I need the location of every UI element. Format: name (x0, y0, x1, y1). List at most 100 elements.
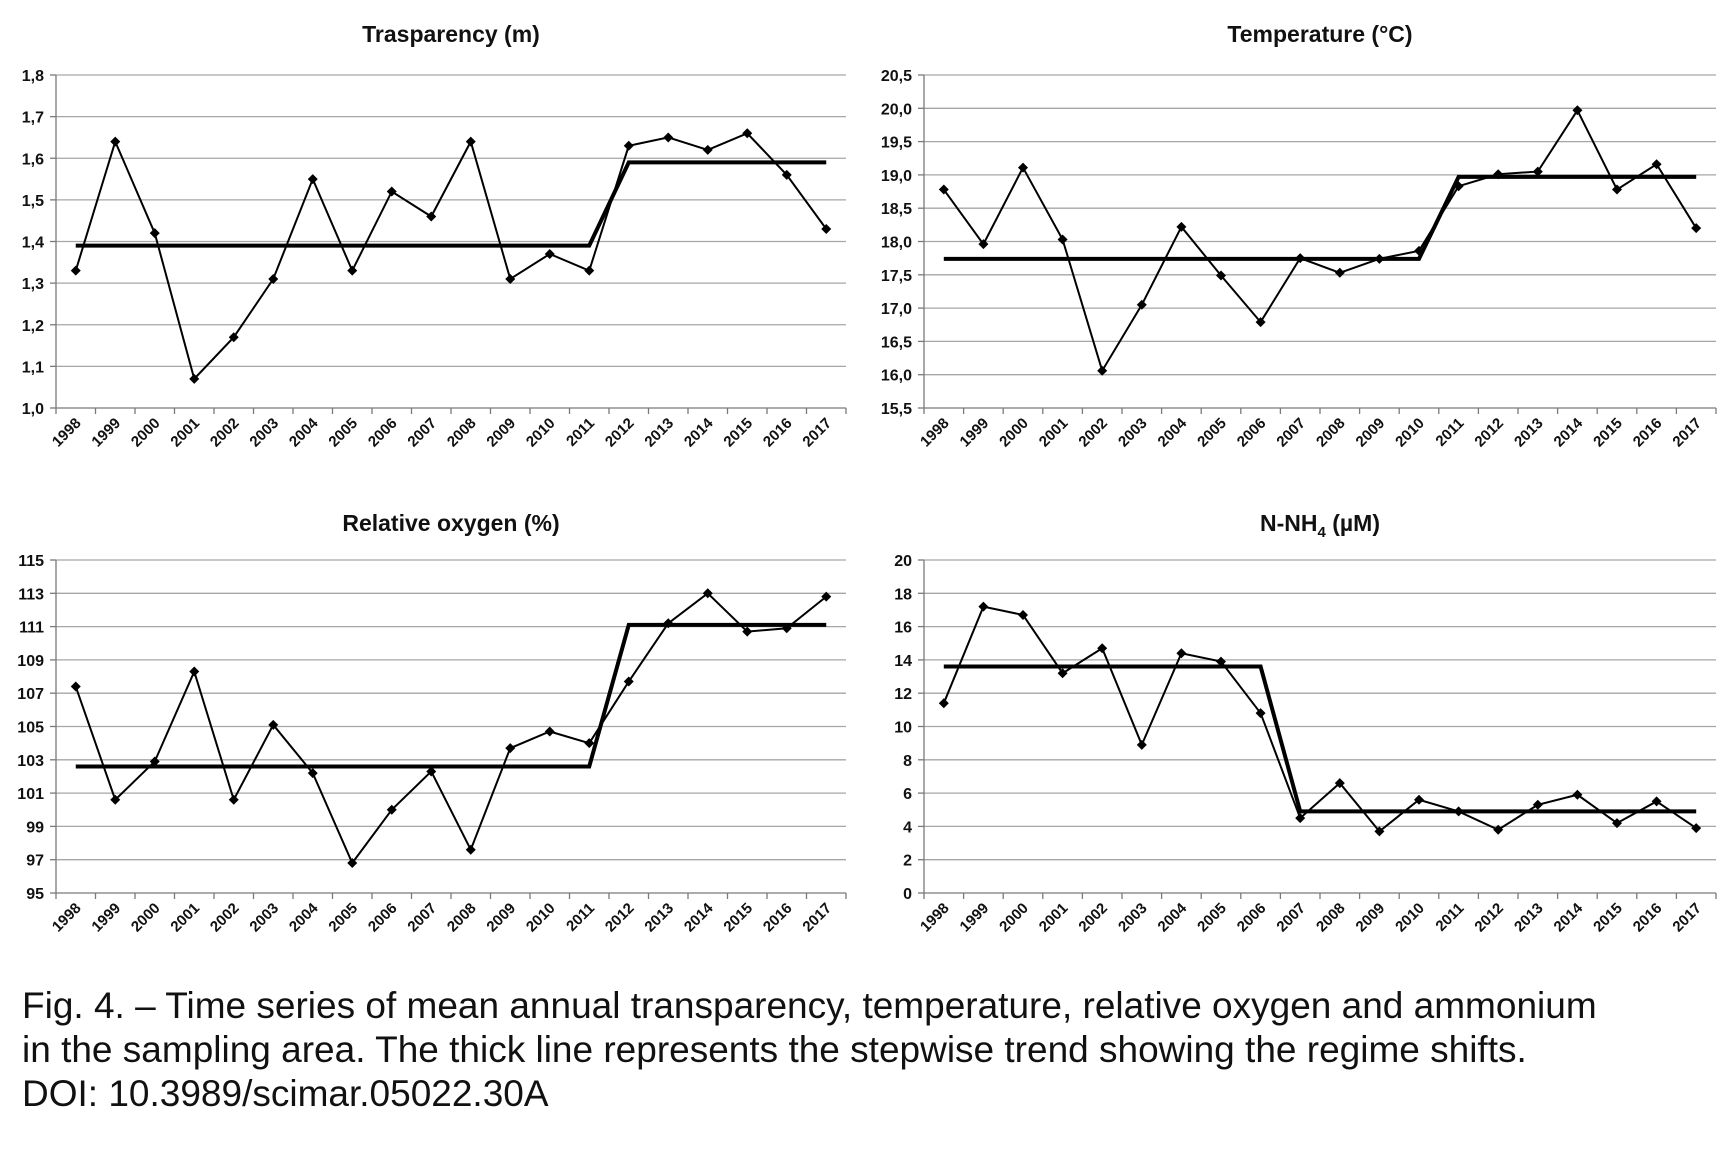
chart-title: Relative oxygen (%) (342, 510, 559, 536)
x-tick-label: 2017 (799, 415, 835, 451)
x-tick-label: 2001 (1036, 415, 1072, 451)
data-point-marker (1295, 813, 1306, 824)
y-tick-label: 16,5 (881, 334, 912, 351)
x-tick-label: 2012 (602, 415, 638, 451)
data-point-marker (189, 666, 200, 677)
x-tick-label: 2003 (1115, 415, 1151, 451)
x-tick-label: 2004 (1155, 899, 1191, 935)
data-point-marker (1532, 799, 1543, 810)
y-tick-label: 17,5 (881, 268, 912, 285)
data-point-marker (1453, 806, 1464, 817)
y-tick-label: 12 (894, 686, 912, 703)
data-point-marker (1255, 317, 1266, 328)
y-tick-label: 115 (18, 553, 44, 570)
data-point-marker (465, 136, 476, 147)
y-tick-label: 105 (17, 720, 44, 737)
x-tick-label: 2017 (1669, 900, 1705, 936)
y-tick-label: 111 (19, 620, 44, 637)
x-tick-label: 2000 (128, 900, 164, 936)
data-point-marker (1374, 253, 1385, 264)
x-tick-label: 1998 (49, 415, 85, 451)
x-tick-label: 2015 (1590, 900, 1626, 936)
x-tick-label: 2007 (404, 900, 440, 936)
series-line-observed (942, 108, 1698, 374)
series-line-stepwise-trend (943, 664, 1697, 814)
data-point-marker (386, 186, 397, 197)
y-tick-label: 109 (17, 653, 44, 670)
x-tick-label: 1999 (957, 415, 993, 451)
data-point-marker (1374, 826, 1385, 837)
data-point-marker (1651, 796, 1662, 807)
data-point-marker (544, 248, 555, 259)
x-tick-label: 2003 (1115, 900, 1151, 936)
x-tick-label: 2002 (1075, 900, 1111, 936)
x-tick-label: 2005 (325, 900, 361, 936)
y-tick-label: 16,0 (881, 368, 912, 385)
x-tick-label: 2016 (760, 900, 796, 936)
y-tick-label: 8 (903, 753, 912, 770)
data-point-marker (110, 794, 121, 805)
data-point-marker (307, 768, 318, 779)
data-point-marker (1176, 648, 1187, 659)
data-point-marker (149, 756, 160, 767)
x-tick-label: 2004 (286, 899, 322, 935)
x-tick-label: 2001 (167, 900, 203, 936)
series-line-observed (74, 591, 827, 866)
x-tick-label: 2003 (246, 900, 282, 936)
y-tick-label: 20,0 (881, 101, 912, 118)
y-tick-label: 99 (26, 819, 44, 836)
x-tick-label: 1998 (49, 900, 85, 936)
x-tick-label: 2006 (1234, 900, 1270, 936)
x-tick-label: 2007 (1273, 900, 1309, 936)
y-tick-label: 95 (26, 886, 44, 903)
x-tick-label: 2001 (1036, 900, 1072, 936)
data-point-marker (1097, 643, 1108, 654)
x-tick-label: 2011 (563, 900, 598, 935)
x-tick-label: 2013 (641, 415, 677, 451)
data-point-marker (1493, 169, 1504, 180)
data-point-marker (505, 743, 516, 754)
data-point-marker (1334, 267, 1345, 278)
x-tick-label: 2010 (523, 900, 559, 936)
x-tick-label: 2011 (1432, 900, 1467, 935)
data-point-marker (1453, 181, 1464, 192)
y-tick-label: 14 (894, 653, 912, 670)
x-tick-label: 2008 (1313, 900, 1349, 936)
data-point-marker (584, 738, 595, 749)
data-point-marker (149, 228, 160, 239)
data-point-marker (1216, 656, 1226, 667)
y-tick-label: 6 (903, 786, 912, 803)
data-point-marker (938, 184, 949, 195)
chart-title: Trasparency (m) (362, 21, 540, 47)
data-point-marker (70, 265, 81, 276)
x-tick-label: 2012 (1471, 900, 1507, 936)
x-tick-label: 2013 (1511, 900, 1547, 936)
data-point-marker (1651, 159, 1662, 170)
data-point-marker (347, 265, 358, 276)
x-tick-label: 2003 (246, 415, 282, 451)
data-point-marker (426, 766, 437, 777)
x-tick-label: 2012 (602, 900, 638, 936)
x-tick-label: 2008 (444, 900, 480, 936)
x-tick-label: 2002 (207, 415, 243, 451)
x-tick-label: 2015 (1590, 415, 1626, 451)
chart-title: N-NH4 (µM) (1260, 510, 1380, 541)
x-tick-label: 1999 (88, 900, 124, 936)
caption-line-3: DOI: 10.3989/scimar.05022.30A (22, 1073, 549, 1114)
data-point-marker (1691, 823, 1702, 834)
data-point-marker (268, 719, 279, 730)
y-tick-label: 4 (903, 819, 912, 836)
x-tick-label: 2005 (325, 415, 361, 451)
y-tick-label: 1,6 (22, 151, 44, 168)
x-tick-label: 2013 (1511, 415, 1547, 451)
x-tick-label: 2011 (1432, 415, 1467, 450)
data-point-marker (1136, 299, 1147, 310)
x-tick-label: 2017 (1669, 415, 1705, 451)
y-tick-label: 1,7 (22, 110, 44, 127)
data-point-marker (1176, 221, 1187, 232)
data-point-marker (1414, 245, 1424, 256)
x-tick-label: 1999 (957, 900, 993, 936)
data-point-marker (584, 265, 595, 276)
data-point-marker (821, 591, 832, 602)
x-tick-label: 2002 (207, 900, 243, 936)
